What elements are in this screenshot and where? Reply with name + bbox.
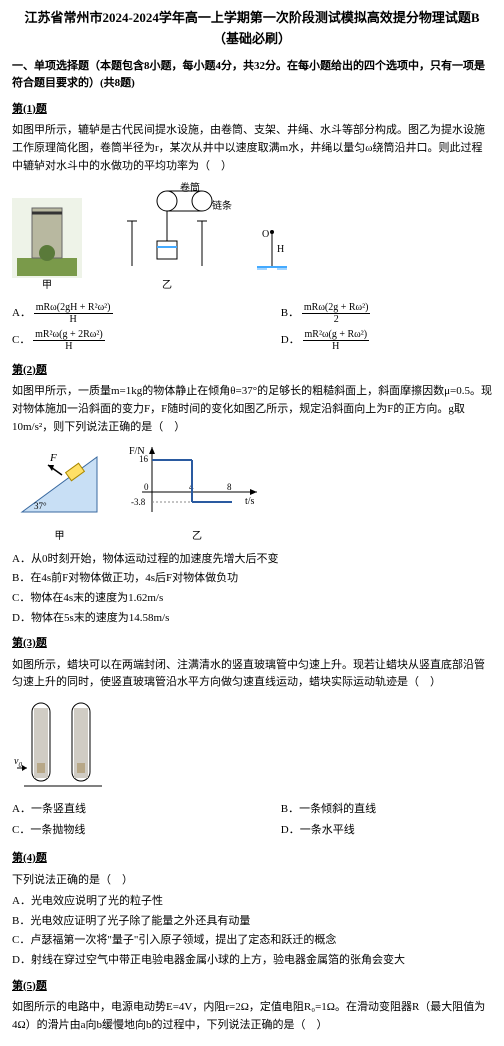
q3-body: 如图所示，蜡块可以在两端封闭、注满清水的竖直玻璃管中匀速上升。现若让蜡块从竖直底… xyxy=(12,657,492,692)
svg-text:37°: 37° xyxy=(34,501,47,511)
q4-label: 第(4)题 xyxy=(12,850,492,868)
svg-text:F: F xyxy=(49,452,57,464)
svg-text:8: 8 xyxy=(227,482,232,492)
q2-fig-caption: 乙 xyxy=(127,529,267,545)
q1-options: A． mRω(2gH + R²ω²)H B． mRω(2g + Rω²)2 C．… xyxy=(12,300,492,354)
q1-fig2-caption: 乙 xyxy=(102,278,232,294)
q3-optA: A．一条竖直线 xyxy=(12,801,281,819)
q2-label: 第(2)题 xyxy=(12,362,492,380)
q4-optC: C．卢瑟福第一次将"量子"引入原子领域，提出了定态和跃迁的概念 xyxy=(12,932,492,950)
svg-text:16: 16 xyxy=(139,454,149,464)
q1-fig3: O H xyxy=(252,227,292,287)
page-title: 江苏省常州市2024-2024学年高一上学期第一次阶段测试模拟高效提分物理试题B… xyxy=(12,8,492,50)
q1-body: 如图甲所示，辘轳是古代民间提水设施，由卷筒、支架、井绳、水斗等部分构成。图乙为提… xyxy=(12,122,492,175)
q2-fig-left-caption: 甲 xyxy=(12,529,107,545)
svg-text:v0: v0 xyxy=(14,756,22,769)
q1-optB: B． mRω(2g + Rω²)2 xyxy=(281,302,492,325)
section-header: 一、单项选择题（本题包含8小题，每小题4分，共32分。在每小题给出的四个选项中，… xyxy=(12,58,492,93)
q4-body: 下列说法正确的是（ ） xyxy=(12,872,492,890)
svg-text:O: O xyxy=(262,229,269,240)
q5-label: 第(5)题 xyxy=(12,978,492,996)
q3-options: A．一条竖直线 B．一条倾斜的直线 C．一条抛物线 D．一条水平线 xyxy=(12,799,492,842)
q2-optA: A．从0时刻开始，物体运动过程的加速度先增大后不变 xyxy=(12,551,492,569)
q4-optB: B．光电效应证明了光子除了能量之外还具有动量 xyxy=(12,913,492,931)
q2-figures: F 37° 甲 F/N 16 0 -3.8 4 8 t/s 乙 xyxy=(12,442,492,545)
q5-body: 如图所示的电路中，电源电动势E=4V，内阻r=2Ω，定值电阻R₀=1Ω。在滑动变… xyxy=(12,999,492,1034)
svg-text:t/s: t/s xyxy=(245,496,255,507)
q4-options: A．光电效应说明了光的粒子性 B．光电效应证明了光子除了能量之外还具有动量 C．… xyxy=(12,893,492,969)
q3-label: 第(3)题 xyxy=(12,635,492,653)
svg-text:0: 0 xyxy=(144,482,149,492)
q3-optD: D．一条水平线 xyxy=(281,822,492,840)
q4-optA: A．光电效应说明了光的粒子性 xyxy=(12,893,492,911)
q1-fig2: 卷筒 链条 xyxy=(102,181,232,271)
q1-fig1-caption: 甲 xyxy=(12,278,82,294)
q2-optD: D．物体在5s末的速度为14.58m/s xyxy=(12,610,492,628)
q2-optB: B．在4s前F对物体做正功，4s后F对物体做负功 xyxy=(12,570,492,588)
q1-figures: 甲 卷筒 链条 乙 O H xyxy=(12,181,492,294)
svg-text:H: H xyxy=(277,244,284,255)
q1-optA: A． mRω(2gH + R²ω²)H xyxy=(12,302,281,325)
q2-optC: C．物体在4s末的速度为1.62m/s xyxy=(12,590,492,608)
q1-label: 第(1)题 xyxy=(12,101,492,119)
q1-fig1 xyxy=(12,198,82,278)
q1-optC: C． mR²ω(g + 2Rω²)H xyxy=(12,329,281,352)
svg-text:-3.8: -3.8 xyxy=(131,497,146,507)
q3-svg: v0 xyxy=(12,698,122,793)
q3-figure: v0 xyxy=(12,698,492,793)
q2-fig-left: F 37° xyxy=(12,447,107,522)
q1-optD: D． mR²ω(g + Rω²)H xyxy=(281,329,492,352)
chain-label: 链条 xyxy=(212,199,232,212)
q3-optB: B．一条倾斜的直线 xyxy=(281,801,492,819)
q3-optC: C．一条抛物线 xyxy=(12,822,281,840)
q2-options: A．从0时刻开始，物体运动过程的加速度先增大后不变 B．在4s前F对物体做正功，… xyxy=(12,551,492,627)
q2-body: 如图甲所示，一质量m=1kg的物体静止在倾角θ=37°的足够长的粗糙斜面上，斜面… xyxy=(12,383,492,436)
q4-optD: D．射线在穿过空气中带正电验电器金属小球的上方，验电器金属箔的张角会变大 xyxy=(12,952,492,970)
q2-fig-right: F/N 16 0 -3.8 4 8 t/s xyxy=(127,442,267,522)
